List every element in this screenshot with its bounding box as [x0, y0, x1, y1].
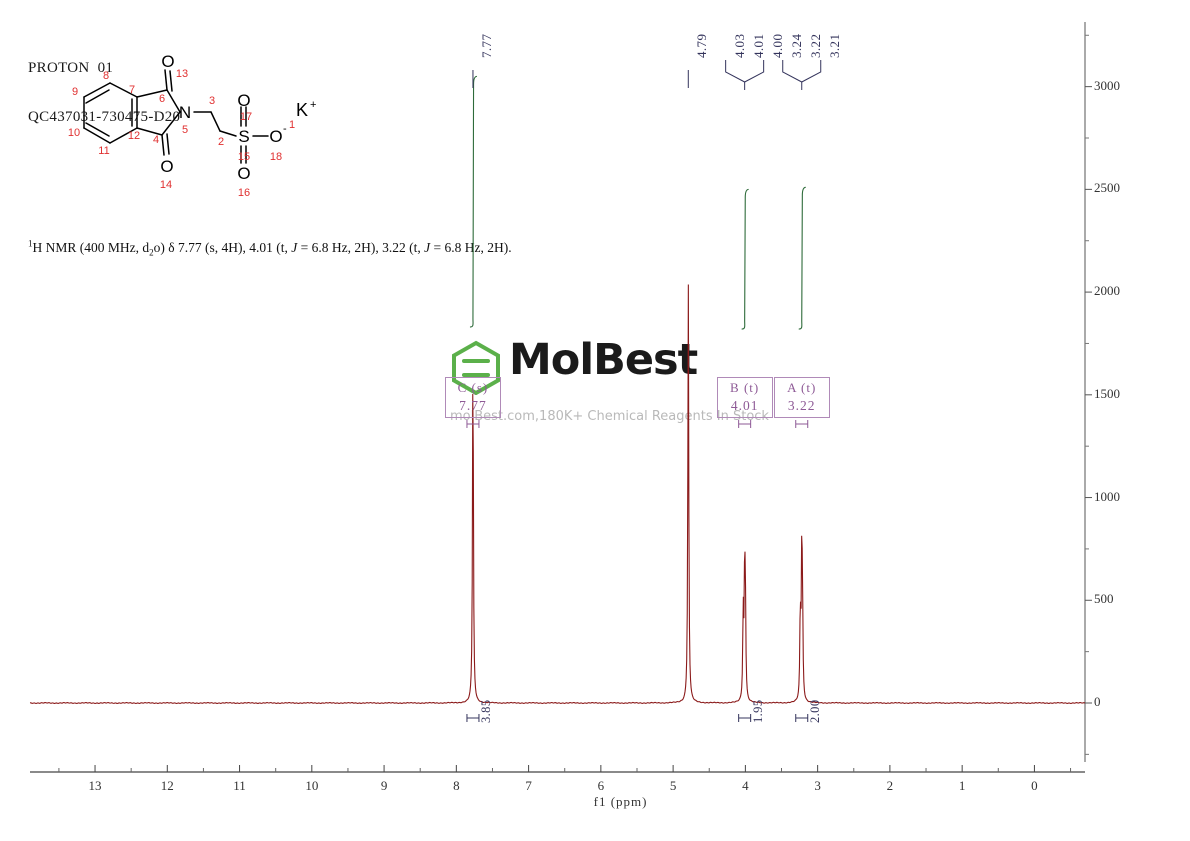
integral-curve: [741, 188, 749, 330]
y-axis-tick-label: 1500: [1094, 385, 1120, 401]
x-axis-tick-label: 3: [814, 778, 821, 793]
multiplet-shift: 3.22: [787, 397, 816, 413]
x-axis-tick-label: 13: [88, 778, 102, 793]
x-axis-tick-label: 10: [305, 778, 319, 793]
multiplet-range-marker: [466, 420, 480, 428]
x-axis-tick-label: 7: [525, 778, 532, 793]
y-axis-tick-label: 2000: [1094, 283, 1120, 299]
y-axis-tick-label: 1000: [1094, 488, 1120, 504]
integral-curve: [469, 75, 478, 328]
chemical-structure-diagram: N S O O O O O K + - 1 2 3 4 5 6 7: [22, 50, 342, 210]
multiplet-range-marker: [795, 420, 809, 428]
nmr-assignment-caption: 1H NMR (400 MHz, d2o) δ 7.77 (s, 4H), 4.…: [28, 238, 512, 257]
atom-number-15: 15: [238, 151, 250, 163]
atom-number-1: 1: [289, 119, 295, 131]
atom-number-8: 8: [103, 70, 109, 82]
x-axis-tick-label: 8: [453, 778, 460, 793]
peak-ppm-label: 4.00: [769, 33, 785, 58]
y-axis-tick-label: 2500: [1094, 180, 1120, 196]
spectrum-header: PROTON 01 QC437031-730475-D20: [28, 28, 180, 158]
multiplet-annotation-box[interactable]: A (t) 3.22: [773, 377, 830, 418]
nmr-caption-text: 1H NMR (400 MHz, d2o) δ 7.77 (s, 4H), 4.…: [28, 238, 512, 258]
atom-number-17: 17: [240, 111, 252, 123]
peak-ppm-label: 4.79: [694, 33, 710, 58]
peak-ppm-label: 3.21: [826, 33, 842, 58]
multiplet-name: A (t): [787, 380, 817, 395]
atom-label-potassium: K: [296, 100, 308, 120]
multiplet-range-marker: [738, 420, 752, 428]
atom-number-3: 3: [209, 95, 215, 107]
y-axis-tick-label: 500: [1094, 591, 1114, 607]
sample-id: QC437031-730475-D20: [28, 108, 181, 125]
peak-ppm-label: 7.77: [478, 33, 494, 58]
atom-number-2: 2: [218, 136, 224, 148]
multiplet-name: B (t): [730, 380, 760, 395]
y-axis-tick-label: 3000: [1094, 77, 1120, 93]
atom-label-oxygen-17: O: [237, 91, 250, 110]
integral-value-label: 3.85: [478, 699, 493, 723]
atom-number-10: 10: [68, 127, 80, 139]
peak-label-bracket: [782, 60, 822, 83]
atom-label-oxygen-16: O: [237, 164, 250, 183]
x-axis-tick-label: 1: [958, 778, 966, 793]
x-axis-tick-label: 2: [886, 778, 894, 793]
multiplet-annotation-box[interactable]: B (t) 4.01: [716, 377, 773, 418]
atom-number-7: 7: [129, 84, 135, 96]
x-axis-tick-label: 6: [597, 778, 605, 793]
multiplet-annotation-box[interactable]: C (s) 7.77: [444, 377, 501, 418]
multiplet-name: C (s): [457, 380, 489, 395]
integral-value-label: 2.00: [807, 699, 822, 723]
peak-ppm-label: 4.01: [750, 33, 766, 58]
atom-number-12: 12: [128, 130, 140, 142]
y-axis-tick-label: 0: [1094, 694, 1101, 709]
multiplet-shift: 7.77: [459, 397, 487, 413]
experiment-name: PROTON 01: [28, 60, 114, 77]
atom-label-oxygen-13: O: [161, 52, 174, 71]
atom-label-nitrogen: N: [179, 103, 191, 122]
spectrum-trace: [29, 284, 1086, 705]
atom-number-9: 9: [72, 86, 78, 98]
peak-ppm-label: 3.24: [788, 33, 804, 58]
x-axis-tick-label: 5: [669, 778, 677, 793]
atom-label-oxygen-14: O: [160, 157, 173, 176]
peak-ppm-label: 4.03: [731, 33, 747, 58]
integral-tick-marker: [738, 714, 752, 722]
atom-number-18: 18: [270, 151, 282, 163]
multiplet-shift: 4.01: [730, 397, 759, 413]
integral-value-label: 1.95: [750, 699, 765, 723]
atom-number-16: 16: [238, 187, 250, 199]
atom-number-13: 13: [176, 68, 188, 80]
atom-number-4: 4: [153, 134, 159, 146]
integral-curve: [798, 186, 806, 330]
peak-ppm-label: 3.22: [807, 33, 823, 58]
integral-tick-marker: [795, 714, 809, 722]
integral-tick-marker: [466, 714, 480, 722]
charge-potassium-plus: +: [310, 99, 316, 111]
atom-label-oxygen-18: O: [269, 127, 282, 146]
peak-label-bracket: [725, 60, 765, 83]
x-axis-tick-label: 9: [380, 778, 388, 793]
x-axis-tick-label: 4: [742, 778, 749, 793]
x-axis-tick-label: 12: [160, 778, 174, 793]
charge-oxygen-minus: -: [283, 123, 287, 135]
x-axis-tick-label: 11: [233, 778, 246, 793]
x-axis-tick-label: 0: [1031, 778, 1038, 793]
atom-number-6: 6: [159, 93, 165, 105]
x-axis-title: f1 (ppm): [593, 794, 648, 809]
atom-number-5: 5: [182, 124, 188, 136]
atom-label-sulfur: S: [238, 127, 249, 146]
atom-number-14: 14: [160, 179, 172, 191]
atom-number-11: 11: [98, 145, 109, 157]
